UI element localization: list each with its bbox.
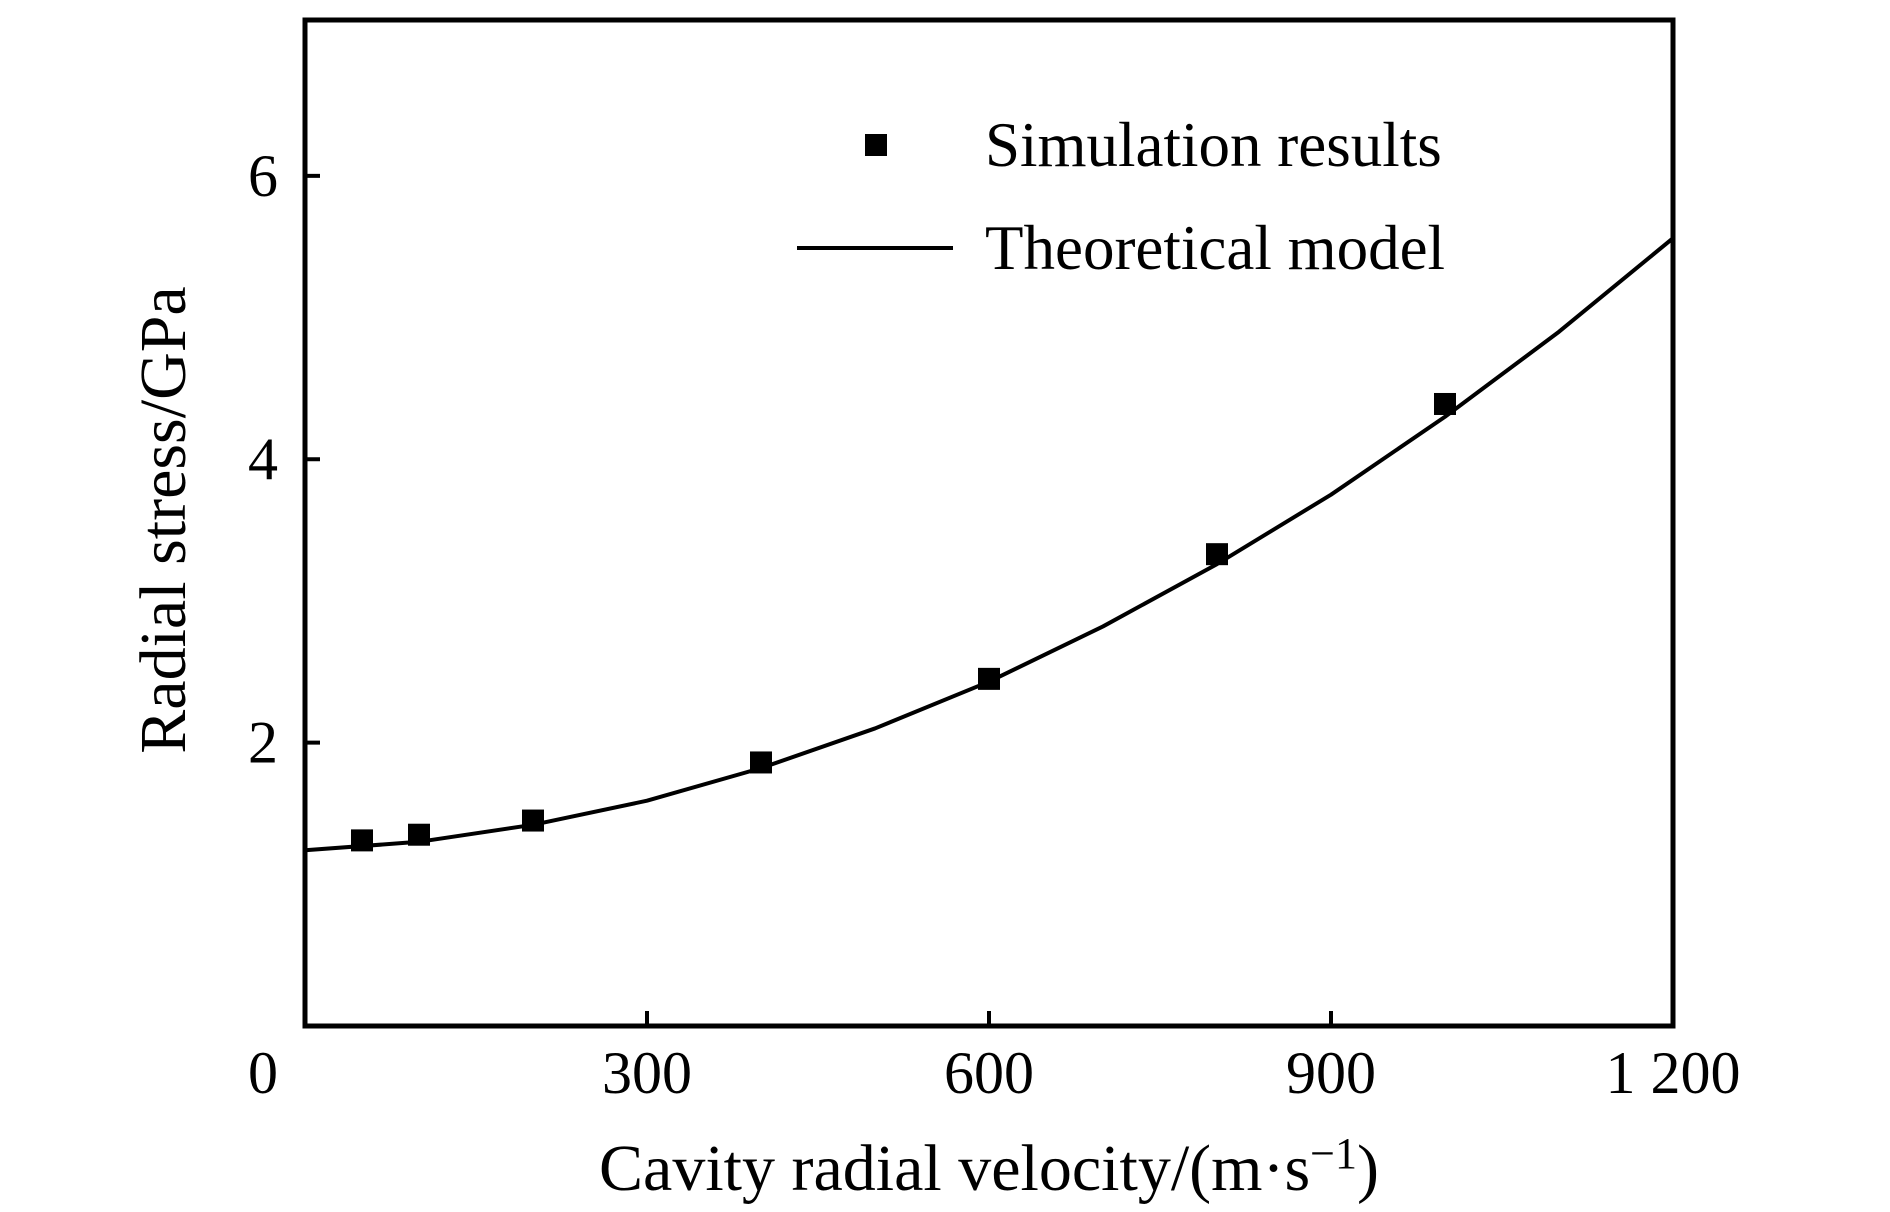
legend: Simulation results Theoretical model xyxy=(797,110,1445,283)
x-tick-label: 600 xyxy=(944,1040,1034,1106)
theoretical-curve xyxy=(304,236,1675,853)
x-axis-title: Cavity radial velocity/(m·s−1) xyxy=(599,1129,1379,1205)
x-tick-label: 1 200 xyxy=(1606,1040,1741,1106)
x-axis-title-close: ) xyxy=(1357,1132,1379,1205)
legend-label-simulation: Simulation results xyxy=(985,110,1442,180)
series-layer xyxy=(304,236,1675,853)
x-tick-label: 900 xyxy=(1286,1040,1376,1106)
x-tick-label: 0 xyxy=(248,1040,278,1106)
x-axis-title-base: Cavity radial velocity/(m·s xyxy=(599,1132,1310,1205)
axes-layer: 0 300 600 900 1 200 2 4 6 xyxy=(248,17,1741,1106)
y-tick-label: 4 xyxy=(248,426,278,492)
y-tick-label: 2 xyxy=(248,710,278,776)
data-point-marker xyxy=(522,809,544,832)
data-point-marker xyxy=(1434,392,1456,415)
y-axis-title: Radial stress/GPa xyxy=(127,286,200,753)
legend-label-theoretical: Theoretical model xyxy=(985,213,1445,283)
x-axis-title-superscript: −1 xyxy=(1310,1129,1357,1178)
x-tick-label: 300 xyxy=(602,1040,692,1106)
y-tick-label: 6 xyxy=(248,143,278,209)
legend-square-marker-icon xyxy=(865,134,887,156)
